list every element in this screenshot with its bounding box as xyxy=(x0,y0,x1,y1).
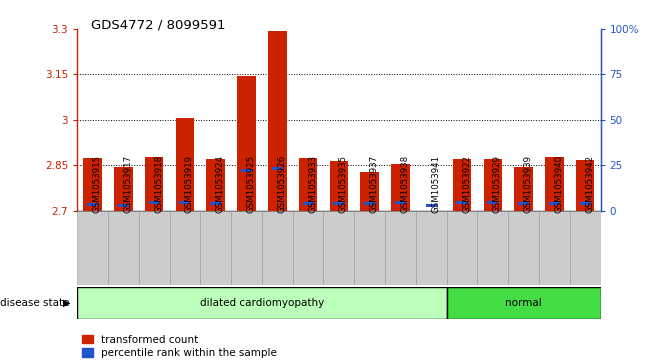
Bar xyxy=(139,211,170,285)
Bar xyxy=(108,211,139,285)
Text: ▶: ▶ xyxy=(63,298,70,308)
Bar xyxy=(207,159,225,211)
Bar xyxy=(570,211,601,285)
Bar xyxy=(518,202,529,205)
Text: GSM1053938: GSM1053938 xyxy=(401,155,409,213)
Text: GSM1053942: GSM1053942 xyxy=(585,155,594,213)
Bar xyxy=(201,211,231,285)
Text: GSM1053935: GSM1053935 xyxy=(339,155,348,213)
Bar xyxy=(545,157,564,211)
Text: GSM1053917: GSM1053917 xyxy=(123,155,132,213)
Text: GSM1053939: GSM1053939 xyxy=(523,155,533,213)
Text: normal: normal xyxy=(505,298,542,308)
Bar xyxy=(114,167,133,211)
Bar xyxy=(272,167,282,170)
Bar xyxy=(323,211,354,285)
Bar xyxy=(299,158,317,211)
Bar xyxy=(477,211,508,285)
Text: GSM1053937: GSM1053937 xyxy=(370,155,378,213)
Bar xyxy=(145,157,163,211)
Bar xyxy=(385,211,416,285)
Bar xyxy=(303,202,313,205)
Bar xyxy=(549,202,560,205)
Bar xyxy=(238,76,256,211)
Bar xyxy=(87,203,98,206)
Bar xyxy=(329,161,348,211)
Bar xyxy=(210,202,221,205)
Bar xyxy=(354,211,385,285)
Bar xyxy=(118,204,129,207)
Bar xyxy=(391,164,410,211)
Bar xyxy=(268,30,287,211)
Bar xyxy=(447,287,601,319)
Bar xyxy=(77,287,447,319)
Bar xyxy=(231,211,262,285)
Bar xyxy=(425,204,437,207)
Legend: transformed count, percentile rank within the sample: transformed count, percentile rank withi… xyxy=(83,335,277,358)
Bar xyxy=(395,201,406,204)
Text: GSM1053922: GSM1053922 xyxy=(462,155,471,213)
Text: GSM1053926: GSM1053926 xyxy=(277,155,287,213)
Bar xyxy=(176,118,194,211)
Bar xyxy=(364,202,375,205)
Bar xyxy=(262,211,293,285)
Bar xyxy=(179,200,191,204)
Bar xyxy=(453,159,471,211)
Text: disease state: disease state xyxy=(0,298,70,308)
Bar xyxy=(148,201,160,204)
Bar xyxy=(170,211,201,285)
Text: GSM1053918: GSM1053918 xyxy=(154,155,163,213)
Text: GDS4772 / 8099591: GDS4772 / 8099591 xyxy=(91,18,225,31)
Bar xyxy=(447,211,477,285)
Bar xyxy=(508,211,539,285)
Text: GSM1053925: GSM1053925 xyxy=(246,155,256,213)
Bar xyxy=(580,202,590,205)
Text: GSM1053933: GSM1053933 xyxy=(308,155,317,213)
Bar xyxy=(333,202,344,205)
Text: GSM1053940: GSM1053940 xyxy=(554,155,564,213)
Bar xyxy=(515,167,533,211)
Bar xyxy=(293,211,323,285)
Text: GSM1053941: GSM1053941 xyxy=(431,155,440,213)
Bar xyxy=(539,211,570,285)
Bar xyxy=(576,160,595,211)
Bar xyxy=(416,211,447,285)
Bar xyxy=(83,158,102,211)
Bar xyxy=(484,159,502,211)
Text: GSM1053915: GSM1053915 xyxy=(93,155,101,213)
Text: GSM1053924: GSM1053924 xyxy=(215,155,225,213)
Bar xyxy=(487,201,499,204)
Text: GSM1053929: GSM1053929 xyxy=(493,155,502,213)
Text: GSM1053919: GSM1053919 xyxy=(185,155,194,213)
Bar xyxy=(360,172,379,211)
Bar xyxy=(77,211,108,285)
Bar xyxy=(241,169,252,172)
Text: dilated cardiomyopathy: dilated cardiomyopathy xyxy=(200,298,324,308)
Bar xyxy=(456,201,468,204)
